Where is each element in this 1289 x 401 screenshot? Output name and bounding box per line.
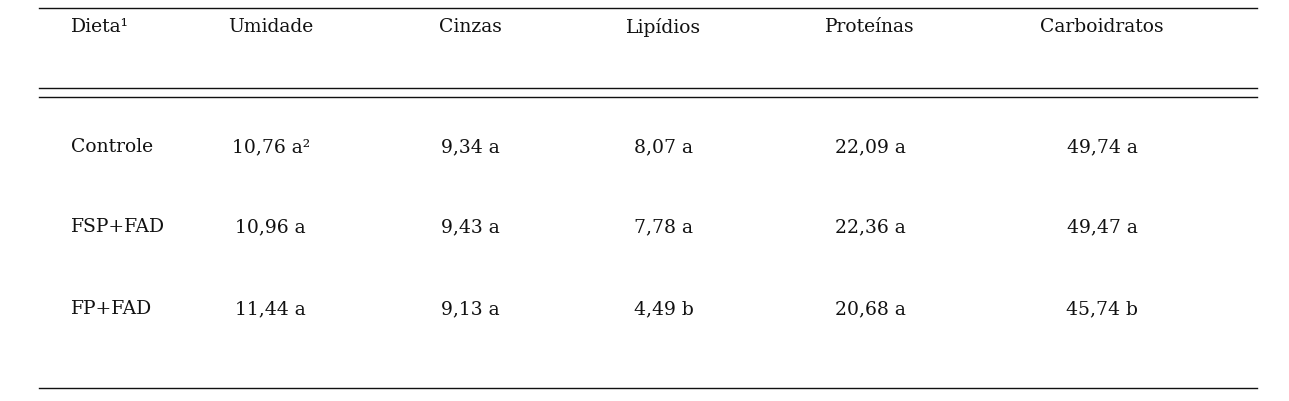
Text: Lipídios: Lipídios (626, 18, 701, 37)
Text: 20,68 a: 20,68 a (835, 300, 905, 318)
Text: 8,07 a: 8,07 a (634, 138, 693, 156)
Text: 49,47 a: 49,47 a (1067, 218, 1137, 236)
Text: Carboidratos: Carboidratos (1040, 18, 1164, 36)
Text: 9,13 a: 9,13 a (441, 300, 500, 318)
Text: FP+FAD: FP+FAD (71, 300, 152, 318)
Text: 45,74 b: 45,74 b (1066, 300, 1138, 318)
Text: Proteínas: Proteínas (825, 18, 915, 36)
Text: 4,49 b: 4,49 b (634, 300, 693, 318)
Text: 49,74 a: 49,74 a (1067, 138, 1137, 156)
Text: 10,96 a: 10,96 a (236, 218, 305, 236)
Text: 10,76 a²: 10,76 a² (232, 138, 309, 156)
Text: 7,78 a: 7,78 a (634, 218, 693, 236)
Text: 11,44 a: 11,44 a (236, 300, 305, 318)
Text: 22,36 a: 22,36 a (835, 218, 905, 236)
Text: Cinzas: Cinzas (440, 18, 501, 36)
Text: FSP+FAD: FSP+FAD (71, 218, 165, 236)
Text: 9,43 a: 9,43 a (441, 218, 500, 236)
Text: 22,09 a: 22,09 a (835, 138, 905, 156)
Text: Dieta¹: Dieta¹ (71, 18, 129, 36)
Text: Umidade: Umidade (228, 18, 313, 36)
Text: Controle: Controle (71, 138, 153, 156)
Text: 9,34 a: 9,34 a (441, 138, 500, 156)
